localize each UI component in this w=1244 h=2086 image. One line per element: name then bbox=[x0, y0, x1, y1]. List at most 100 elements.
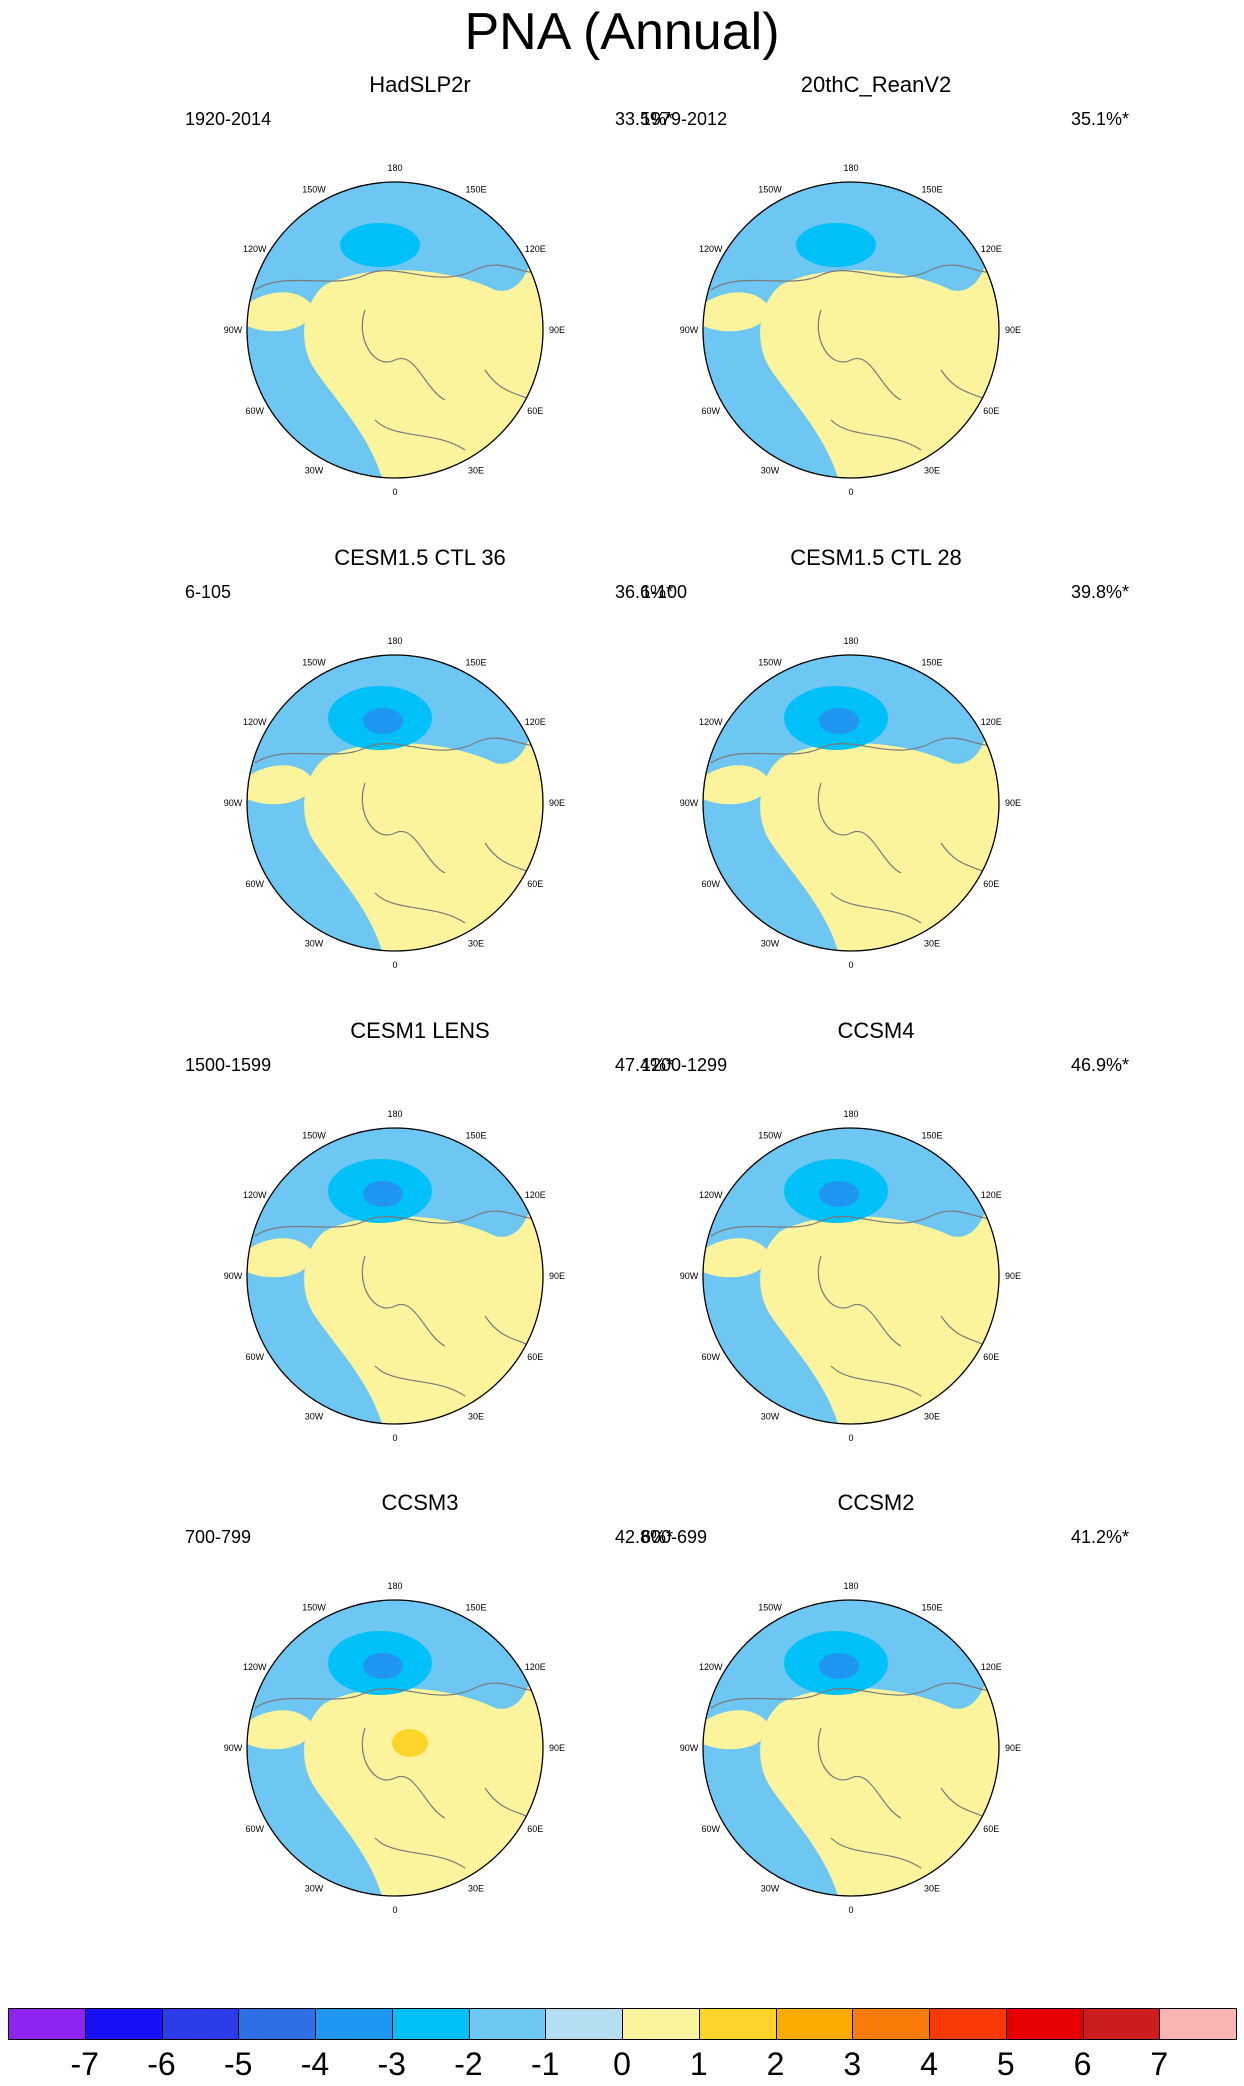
longitude-label: 60E bbox=[983, 1352, 999, 1362]
map-panel: CCSM4 1200-1299 46.9%* 180 150E 120E 90E 60E 30E… bbox=[596, 1018, 1156, 1488]
field-positive-patch bbox=[703, 1710, 771, 1750]
panel-period: 1920-2014 bbox=[185, 109, 272, 129]
longitude-label: 90W bbox=[224, 798, 243, 808]
colorbar-label: 1 bbox=[689, 2046, 708, 2082]
longitude-label: 150E bbox=[465, 1131, 486, 1141]
colorbar-segment bbox=[545, 2008, 623, 2040]
longitude-label: 30W bbox=[305, 1883, 324, 1893]
panel-period: 1-100 bbox=[641, 582, 688, 602]
field-high-center bbox=[806, 760, 916, 856]
longitude-label: 90E bbox=[1005, 1271, 1021, 1281]
panel-title: CESM1.5 CTL 36 bbox=[334, 545, 506, 570]
longitude-label: 30E bbox=[924, 1411, 940, 1421]
colorbar: -7 -6 -5 -4 -3 -2 -1 0 1 2 3 4 5 6 7 bbox=[8, 2008, 1237, 2082]
longitude-label: 120E bbox=[525, 1190, 546, 1200]
longitude-label: 90W bbox=[224, 1743, 243, 1753]
colorbar-label: 0 bbox=[613, 2046, 631, 2082]
longitude-label: 30E bbox=[924, 465, 940, 475]
longitude-label: 150E bbox=[921, 185, 942, 195]
longitude-label: 180 bbox=[843, 163, 858, 173]
field-positive-patch bbox=[247, 1710, 315, 1750]
longitude-label: 60W bbox=[701, 879, 720, 889]
longitude-label: 30E bbox=[468, 465, 484, 475]
longitude-label: 180 bbox=[387, 636, 402, 646]
colorbar-label: -7 bbox=[70, 2046, 99, 2082]
longitude-label: 30W bbox=[305, 1411, 324, 1421]
longitude-label: 90W bbox=[680, 1743, 699, 1753]
longitude-label: 120E bbox=[981, 717, 1002, 727]
longitude-label: 120W bbox=[699, 1190, 723, 1200]
coastlines bbox=[254, 737, 543, 924]
longitude-label: 150E bbox=[465, 185, 486, 195]
map-boundary bbox=[246, 1599, 544, 1897]
longitude-label: 30W bbox=[761, 465, 780, 475]
longitude-label: 90W bbox=[224, 325, 243, 335]
panel-period: 1500-1599 bbox=[185, 1055, 272, 1075]
longitude-label: 60E bbox=[983, 406, 999, 416]
longitude-label: 0 bbox=[848, 487, 853, 497]
longitude-label: 0 bbox=[392, 1433, 397, 1443]
longitude-label: 30W bbox=[761, 1411, 780, 1421]
longitude-label: 180 bbox=[843, 636, 858, 646]
colorbar-label: 7 bbox=[1150, 2046, 1169, 2082]
field-low-core bbox=[819, 1181, 859, 1207]
colorbar-segment bbox=[1082, 2008, 1161, 2040]
longitude-label: 90W bbox=[680, 798, 699, 808]
panel-variance: 35.1%* bbox=[1071, 109, 1130, 129]
panel-variance: 33.5%* bbox=[615, 109, 674, 129]
polar-map: 180 150E 120E 90E 60E 30E 0 30W 60W 90W 120W 150W bbox=[680, 1581, 1021, 1915]
longitude-label: 180 bbox=[843, 1581, 858, 1591]
longitude-label: 120W bbox=[243, 244, 267, 254]
longitude-label: 120W bbox=[699, 717, 723, 727]
map-boundary bbox=[246, 1127, 544, 1425]
coastlines bbox=[254, 1210, 543, 1397]
field-high-center bbox=[802, 1230, 920, 1332]
longitude-label: 120W bbox=[243, 717, 267, 727]
longitude-label: 60W bbox=[701, 1824, 720, 1834]
figure-title: PNA (Annual) bbox=[464, 3, 780, 61]
field-high-core bbox=[392, 1729, 428, 1757]
longitude-label: 150W bbox=[758, 1131, 782, 1141]
colorbar-label: -4 bbox=[300, 2046, 330, 2082]
longitude-label: 60E bbox=[527, 1824, 543, 1834]
longitude-label: 0 bbox=[392, 1905, 397, 1915]
longitude-label: 90E bbox=[549, 798, 565, 808]
panel-variance: 42.8%* bbox=[615, 1527, 674, 1547]
panel-title: CCSM3 bbox=[381, 1490, 459, 1515]
field-positive-patch bbox=[703, 292, 771, 332]
field-positive-patch bbox=[247, 292, 315, 332]
map-panel: CCSM3 700-799 42.8%* 180 150E 120E 90E 60E 30E 0 3… bbox=[140, 1490, 700, 1960]
panel-variance: 39.8%* bbox=[1071, 582, 1130, 602]
polar-map: 180 150E 120E 90E 60E 30E 0 30W 60W 90W 120W 150W bbox=[224, 163, 565, 497]
map-panel: CESM1.5 CTL 28 1-100 39.8%* 180 150E 120E 90E 6… bbox=[596, 545, 1156, 1015]
panel-title: HadSLP2r bbox=[369, 72, 471, 97]
field-high-center bbox=[346, 1230, 464, 1332]
colorbar-segment bbox=[852, 2008, 930, 2040]
colorbar-segment bbox=[315, 2008, 393, 2040]
longitude-label: 30E bbox=[468, 1883, 484, 1893]
panel-variance: 36.6%* bbox=[615, 582, 674, 602]
longitude-label: 90E bbox=[549, 1743, 565, 1753]
panel-variance: 47.4%* bbox=[615, 1055, 674, 1075]
coastlines bbox=[254, 1682, 543, 1869]
longitude-label: 150E bbox=[921, 1603, 942, 1613]
map-panel: CCSM2 600-699 41.2%* 180 150E 120E 90E 60E 30E 0 3… bbox=[596, 1490, 1156, 1960]
polar-map: 180 150E 120E 90E 60E 30E 0 30W 60W 90W 120W 150W bbox=[680, 163, 1021, 497]
field-low-core bbox=[819, 708, 859, 734]
map-boundary bbox=[702, 1599, 1000, 1897]
colorbar-segment bbox=[622, 2008, 700, 2040]
longitude-label: 60E bbox=[983, 1824, 999, 1834]
field-positive-patch bbox=[247, 1238, 315, 1278]
longitude-label: 150W bbox=[758, 658, 782, 668]
polar-map: 180 150E 120E 90E 60E 30E 0 30W 60W 90W 120W 150W bbox=[680, 636, 1021, 970]
panel-period: 1200-1299 bbox=[641, 1055, 728, 1075]
colorbar-segment bbox=[1159, 2008, 1237, 2040]
field-positive-patch bbox=[703, 765, 771, 805]
longitude-label: 0 bbox=[392, 960, 397, 970]
map-boundary bbox=[702, 654, 1000, 952]
panel-title: CESM1 LENS bbox=[350, 1018, 490, 1043]
field-high-center bbox=[786, 1688, 936, 1818]
longitude-label: 120W bbox=[699, 1662, 723, 1672]
panel-variance: 41.2%* bbox=[1071, 1527, 1130, 1547]
longitude-label: 60W bbox=[245, 879, 264, 889]
